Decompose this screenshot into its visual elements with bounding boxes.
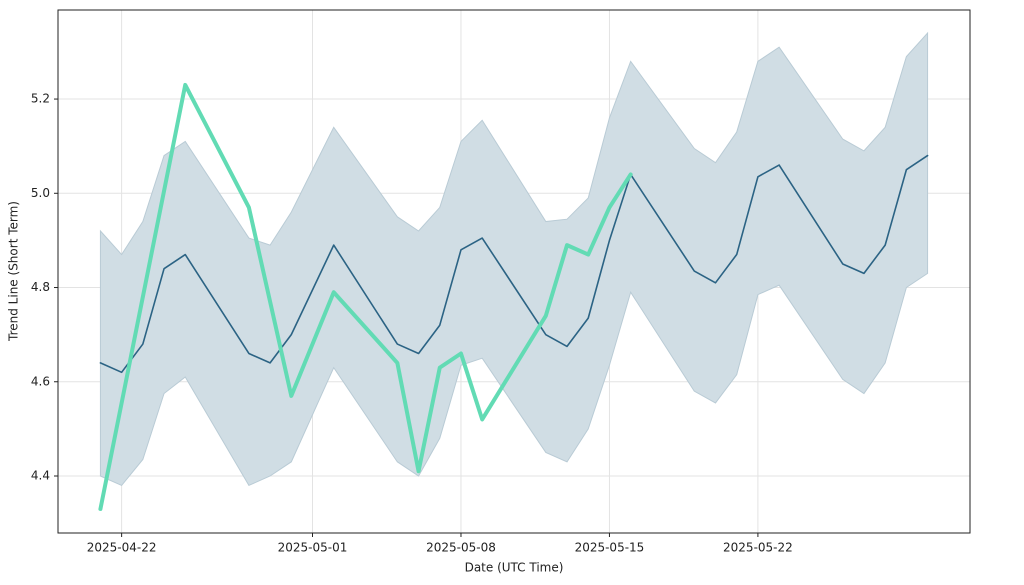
x-tick-label: 2025-05-08 — [426, 541, 496, 555]
confidence-band — [99, 31, 929, 487]
x-tick-label: 2025-04-22 — [87, 541, 157, 555]
x-tick-label: 2025-05-01 — [278, 541, 348, 555]
x-tick-label: 2025-05-22 — [723, 541, 793, 555]
y-tick-label: 4.8 — [31, 280, 50, 294]
y-tick-label: 4.4 — [31, 468, 50, 482]
y-tick-label: 5.2 — [31, 92, 50, 106]
y-tick-label: 4.6 — [31, 374, 50, 388]
y-axis-label: Trend Line (Short Term) — [7, 201, 21, 342]
x-tick-label: 2025-05-15 — [575, 541, 645, 555]
trend-line — [98, 82, 633, 511]
trend-line — [99, 154, 929, 374]
x-axis-label: Date (UTC Time) — [465, 561, 564, 575]
plot-frame — [57, 9, 971, 534]
y-tick-label: 5.0 — [31, 186, 50, 200]
